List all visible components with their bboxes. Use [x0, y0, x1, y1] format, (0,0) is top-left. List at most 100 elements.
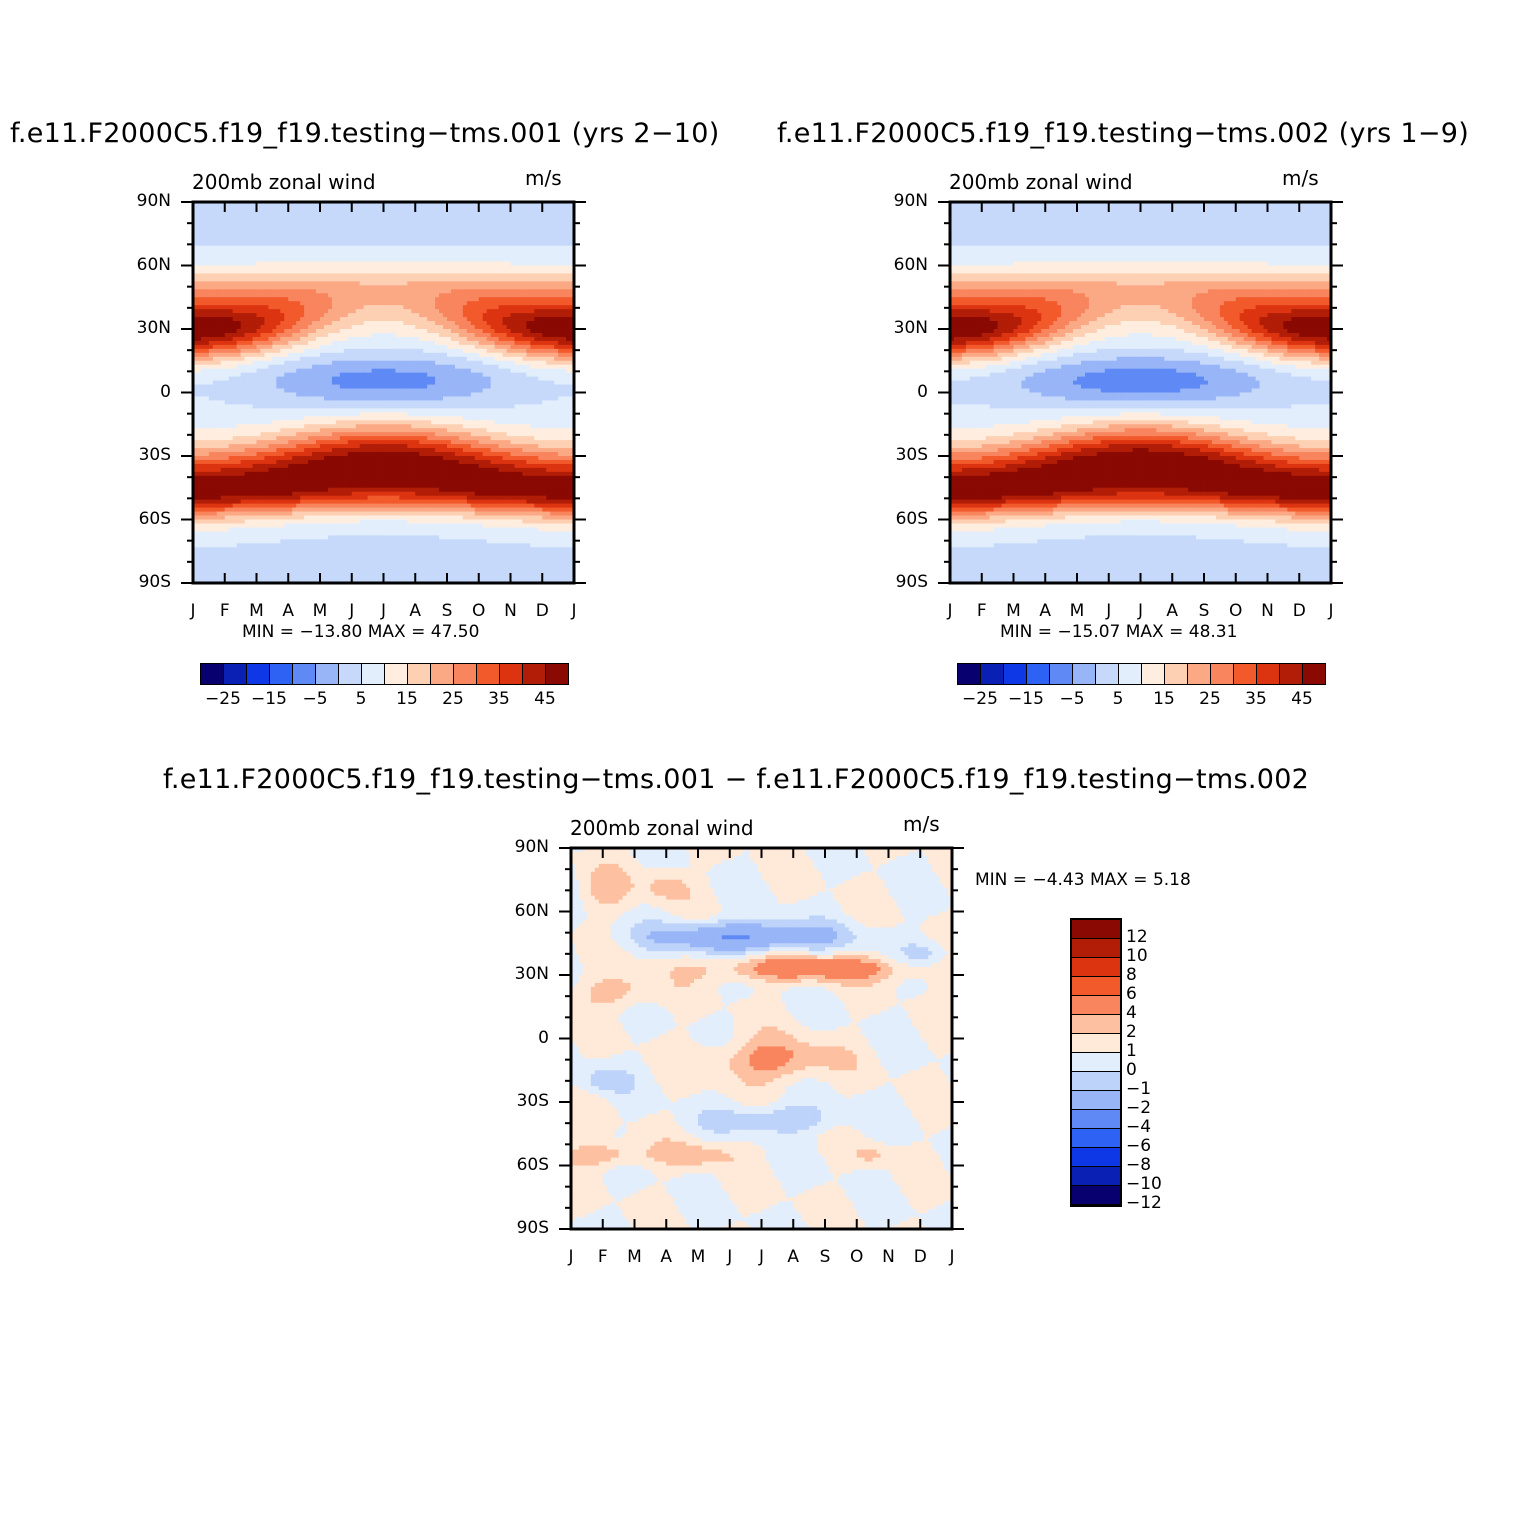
left-cell [244, 340, 250, 346]
left-cell [474, 281, 480, 286]
left-cell [447, 400, 452, 406]
left-cell [256, 229, 262, 235]
left-cell [339, 293, 345, 298]
left-cell [371, 372, 377, 378]
left-cell [447, 340, 452, 346]
left-cell [316, 205, 321, 211]
left-cell [510, 329, 516, 334]
left-cell [355, 289, 361, 294]
left-cell [208, 213, 214, 219]
left-cell [371, 229, 377, 235]
left-cell [276, 360, 281, 366]
left-cell [439, 233, 444, 239]
left-cell [403, 233, 408, 239]
left-cell [228, 336, 234, 342]
left-cell [415, 269, 420, 275]
left-cell [296, 221, 301, 227]
left-cell [439, 329, 444, 334]
left-cell [208, 217, 214, 223]
left-cell [486, 273, 492, 279]
left-cell [252, 289, 258, 294]
left-cell [550, 225, 555, 231]
left-cell [308, 384, 313, 390]
left-cell [470, 332, 476, 338]
left-cell [272, 392, 277, 398]
left-cell [220, 317, 226, 322]
left-cell [458, 368, 464, 374]
left-cell [268, 348, 273, 354]
left-cell [447, 356, 452, 362]
left-cell [256, 237, 262, 243]
left-cell [486, 237, 492, 243]
left-cell [193, 309, 198, 314]
left-cell [320, 233, 325, 239]
left-cell [570, 317, 575, 322]
left-cell [395, 360, 400, 366]
left-cell [431, 293, 436, 298]
left-cell [232, 340, 238, 346]
left-cell [224, 277, 230, 282]
left-cell [514, 241, 520, 247]
left-cell [371, 368, 377, 374]
left-cell [260, 336, 266, 342]
left-cell [347, 352, 353, 358]
left-cell [316, 356, 321, 362]
left-cell [403, 336, 408, 342]
left-cell [522, 305, 527, 310]
left-cell [482, 217, 488, 223]
left-cell [566, 372, 571, 378]
left-cell [450, 289, 456, 294]
left-cell [212, 281, 218, 286]
left-cell [280, 213, 285, 219]
left-cell [276, 241, 281, 247]
left-cell [427, 293, 432, 298]
left-cell [327, 261, 333, 267]
left-cell [510, 241, 516, 247]
left-cell [550, 396, 555, 402]
left-cell [514, 376, 520, 382]
left-cell [220, 340, 226, 346]
left-cell [466, 265, 472, 271]
left-cell [304, 205, 309, 211]
left-cell [435, 289, 440, 294]
left-cell [447, 213, 452, 219]
left-cell [236, 217, 242, 223]
left-cell [502, 245, 508, 251]
left-cell [300, 332, 305, 338]
left-cell [379, 253, 385, 259]
left-cell [312, 241, 317, 247]
left-cell [196, 404, 202, 409]
left-cell [272, 400, 277, 406]
left-cell [367, 360, 373, 366]
left-cell [490, 321, 496, 326]
left-cell [363, 372, 369, 378]
left-cell [466, 325, 472, 330]
left-cell [530, 392, 535, 398]
left-cell [304, 237, 309, 243]
left-cell [498, 372, 504, 378]
left-cell [355, 344, 361, 350]
left-cell [339, 297, 345, 302]
left-cell [292, 388, 297, 394]
left-cell [399, 317, 404, 322]
left-cell [522, 313, 527, 318]
left-cell [216, 293, 222, 298]
left-cell [200, 332, 206, 338]
left-cell [268, 317, 273, 322]
left-cell [431, 356, 436, 362]
left-cell [240, 317, 246, 322]
left-cell [443, 317, 448, 322]
left-cell [264, 360, 270, 366]
left-cell [316, 285, 321, 290]
left-cell [383, 321, 389, 326]
left-cell [558, 253, 563, 259]
left-cell [439, 332, 444, 338]
left-cell [498, 225, 504, 231]
left-cell [355, 269, 361, 275]
left-cell [403, 202, 408, 207]
left-cell [260, 253, 266, 259]
left-filled-contours [193, 202, 575, 584]
left-cell [498, 273, 504, 279]
left-cell [462, 376, 468, 382]
left-cell [316, 404, 321, 409]
